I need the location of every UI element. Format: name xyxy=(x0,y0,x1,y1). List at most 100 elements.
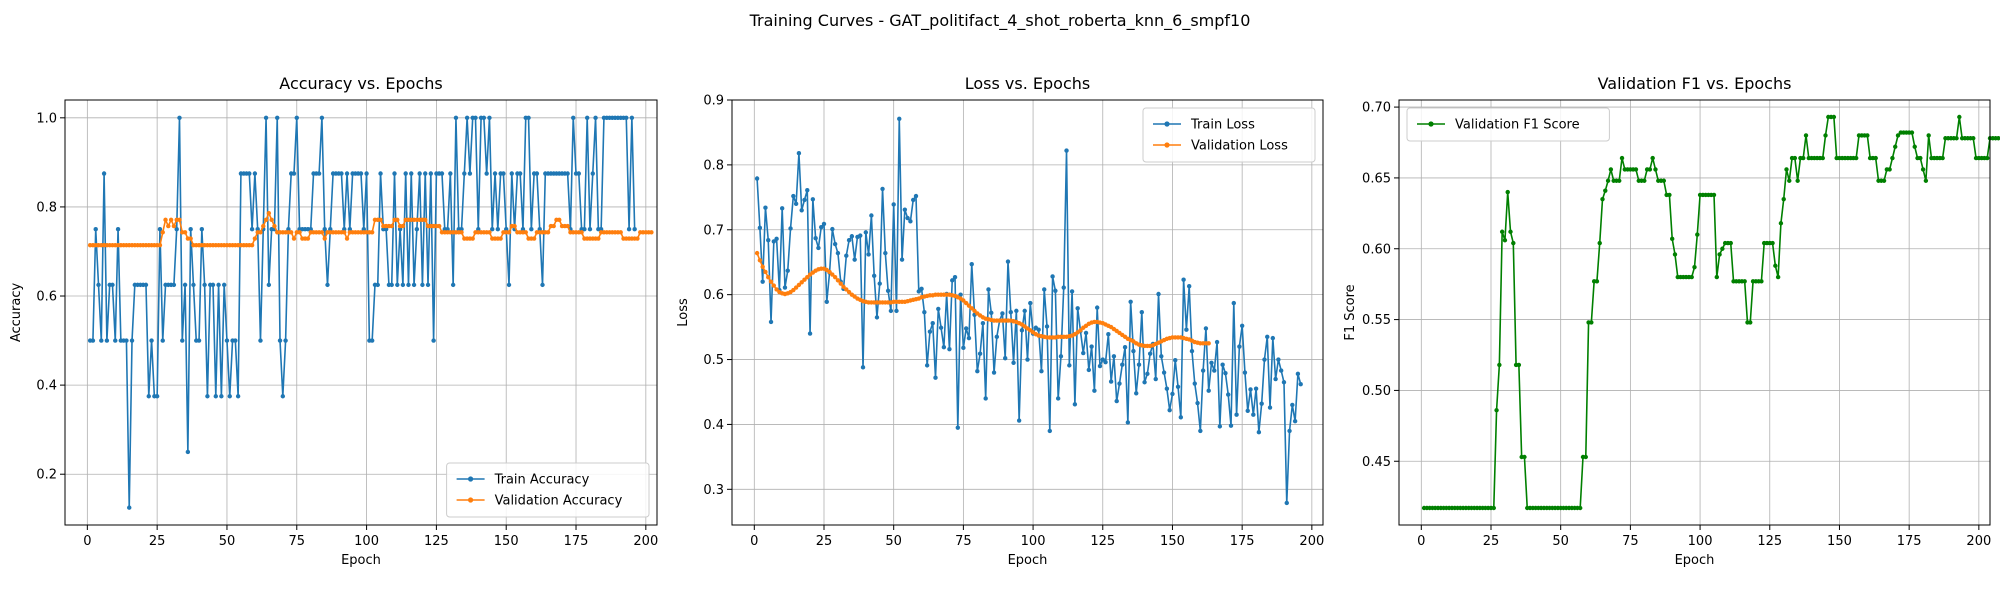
data-point xyxy=(802,277,807,282)
y-tick-label: 0.50 xyxy=(1362,384,1391,399)
data-point xyxy=(860,365,866,370)
legend-swatch-marker xyxy=(468,497,474,503)
data-point xyxy=(347,226,353,232)
data-point xyxy=(316,171,322,176)
data-point xyxy=(788,226,793,231)
data-point xyxy=(378,171,383,176)
data-point xyxy=(180,338,185,343)
data-point xyxy=(1186,284,1192,289)
data-point xyxy=(632,226,637,232)
data-point xyxy=(523,230,528,235)
data-point xyxy=(1016,418,1022,423)
data-point xyxy=(1167,407,1172,413)
data-point xyxy=(397,226,403,232)
data-point xyxy=(1198,428,1203,434)
data-point xyxy=(1003,356,1008,361)
data-point xyxy=(952,274,958,280)
data-point xyxy=(1262,357,1267,362)
data-point xyxy=(593,115,598,121)
data-point xyxy=(1511,240,1516,246)
data-point xyxy=(1159,354,1164,359)
data-point xyxy=(1633,167,1639,172)
data-point xyxy=(916,289,921,294)
x-tick-label: 150 xyxy=(1827,534,1852,549)
data-point xyxy=(885,288,891,293)
data-point xyxy=(1156,291,1161,297)
data-point xyxy=(894,308,899,314)
data-point xyxy=(927,329,933,334)
data-point xyxy=(417,171,422,176)
x-tick-label: 50 xyxy=(219,534,236,549)
data-point xyxy=(1583,454,1588,460)
data-point xyxy=(584,115,590,121)
data-point xyxy=(969,261,974,267)
data-point xyxy=(805,187,810,193)
data-point xyxy=(922,309,927,315)
x-tick-label: 0 xyxy=(1417,534,1425,549)
data-point xyxy=(462,171,467,176)
data-point xyxy=(866,252,871,257)
data-point xyxy=(160,230,165,235)
data-point xyxy=(933,375,938,380)
data-point xyxy=(846,289,852,295)
data-point xyxy=(824,299,829,304)
data-point xyxy=(1881,178,1887,183)
data-point xyxy=(936,306,941,312)
data-point xyxy=(1108,379,1114,384)
data-point xyxy=(986,287,991,292)
series-line xyxy=(90,117,636,508)
data-point xyxy=(291,236,297,241)
data-point xyxy=(757,225,763,231)
legend-label: Validation Loss xyxy=(1191,139,1288,154)
data-point xyxy=(506,282,512,288)
data-point xyxy=(263,217,269,223)
data-point xyxy=(545,230,551,235)
data-point xyxy=(596,236,601,241)
y-tick-label: 0.9 xyxy=(703,94,724,109)
data-point xyxy=(975,369,980,374)
legend-label: Validation Accuracy xyxy=(495,494,623,509)
x-tick-label: 175 xyxy=(1897,534,1922,549)
data-point xyxy=(115,226,121,232)
data-point xyxy=(534,171,540,176)
data-point xyxy=(1092,388,1097,393)
data-point xyxy=(849,234,855,239)
data-point xyxy=(1853,155,1859,161)
data-point xyxy=(96,282,101,288)
data-point xyxy=(1895,133,1901,138)
data-point xyxy=(1491,505,1496,511)
data-point xyxy=(149,338,154,343)
data-point xyxy=(844,287,849,292)
data-point xyxy=(185,449,191,455)
data-point xyxy=(1748,320,1753,325)
y-tick-label: 0.6 xyxy=(703,288,724,303)
data-point xyxy=(1831,114,1837,120)
data-point xyxy=(618,230,623,235)
data-point xyxy=(1295,371,1301,377)
data-point xyxy=(557,217,562,223)
y-tick-label: 0.5 xyxy=(703,353,724,368)
data-point xyxy=(1770,240,1775,246)
plot-frame xyxy=(731,99,1324,526)
data-point xyxy=(213,394,218,399)
data-point xyxy=(531,236,537,241)
data-point xyxy=(529,226,534,232)
y-tick-label: 0.70 xyxy=(1362,101,1391,116)
data-point xyxy=(883,250,888,256)
data-point xyxy=(827,269,832,275)
data-point xyxy=(498,236,503,241)
data-point xyxy=(774,236,779,242)
legend-swatch-marker xyxy=(1164,142,1170,148)
data-point xyxy=(1278,368,1284,373)
legend: Train Accuracy Validation Accuracy xyxy=(446,462,650,518)
data-point xyxy=(763,269,768,275)
data-point xyxy=(1014,308,1019,314)
data-point xyxy=(476,226,481,232)
data-point xyxy=(1603,188,1608,193)
data-point xyxy=(871,273,877,279)
data-point xyxy=(322,236,327,241)
data-point xyxy=(1192,381,1197,386)
data-point xyxy=(626,226,632,232)
data-point xyxy=(219,394,224,399)
data-point xyxy=(913,193,919,199)
